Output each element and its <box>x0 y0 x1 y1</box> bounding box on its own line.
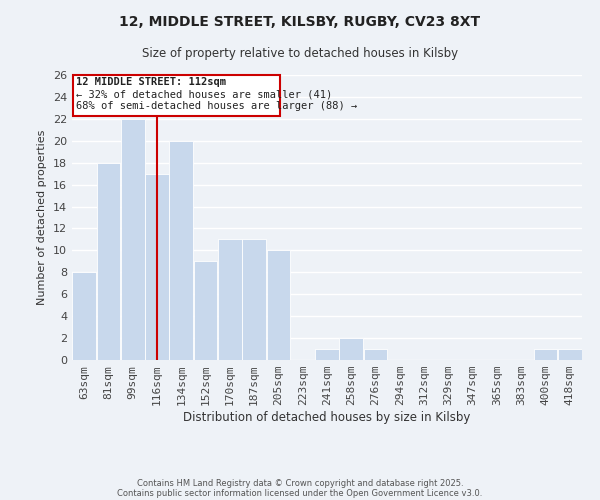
Bar <box>340 338 363 360</box>
Text: Size of property relative to detached houses in Kilsby: Size of property relative to detached ho… <box>142 48 458 60</box>
Bar <box>72 272 96 360</box>
Bar <box>121 119 145 360</box>
Bar <box>242 240 266 360</box>
Bar <box>194 262 217 360</box>
FancyBboxPatch shape <box>73 75 280 116</box>
X-axis label: Distribution of detached houses by size in Kilsby: Distribution of detached houses by size … <box>184 411 470 424</box>
Text: Contains HM Land Registry data © Crown copyright and database right 2025.: Contains HM Land Registry data © Crown c… <box>137 478 463 488</box>
Bar <box>145 174 169 360</box>
Bar <box>364 349 388 360</box>
Bar <box>315 349 339 360</box>
Text: Contains public sector information licensed under the Open Government Licence v3: Contains public sector information licen… <box>118 488 482 498</box>
Bar <box>533 349 557 360</box>
Bar <box>97 162 121 360</box>
Text: ← 32% of detached houses are smaller (41): ← 32% of detached houses are smaller (41… <box>76 89 332 99</box>
Text: 12, MIDDLE STREET, KILSBY, RUGBY, CV23 8XT: 12, MIDDLE STREET, KILSBY, RUGBY, CV23 8… <box>119 15 481 29</box>
Bar <box>558 349 582 360</box>
Bar <box>266 250 290 360</box>
Text: 12 MIDDLE STREET: 112sqm: 12 MIDDLE STREET: 112sqm <box>76 77 226 87</box>
Y-axis label: Number of detached properties: Number of detached properties <box>37 130 47 305</box>
Bar <box>169 141 193 360</box>
Bar <box>218 240 242 360</box>
Text: 68% of semi-detached houses are larger (88) →: 68% of semi-detached houses are larger (… <box>76 102 357 112</box>
